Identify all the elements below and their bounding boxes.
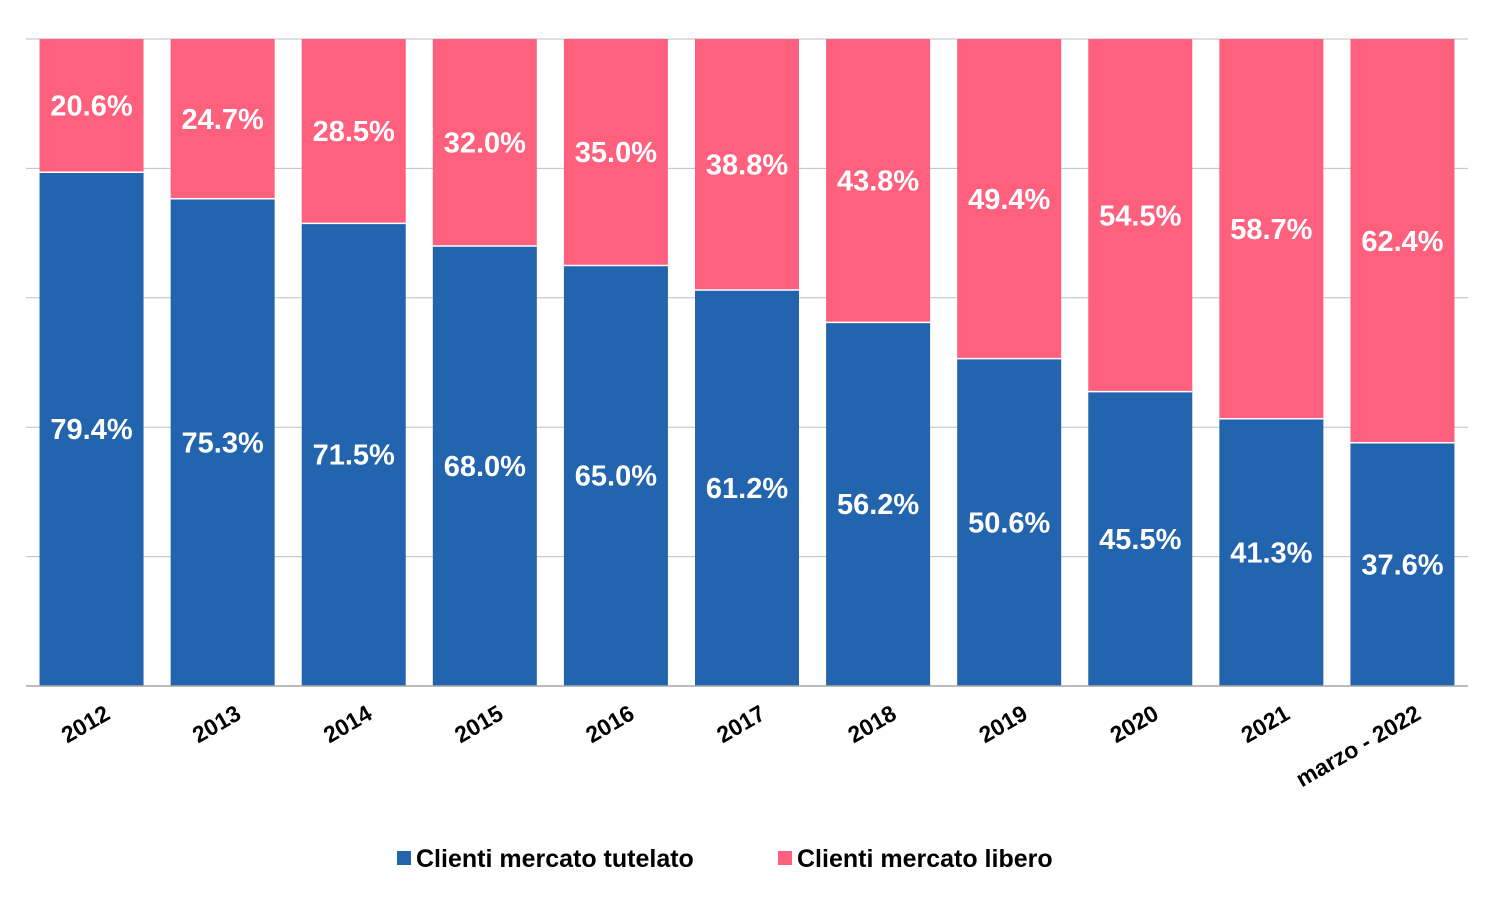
data-label-libero-10: 62.4% [1361,226,1443,258]
bar-libero-9 [1219,39,1324,419]
data-label-libero-2: 28.5% [313,116,395,148]
bar-libero-0 [39,39,144,173]
bar-libero-1 [170,39,275,199]
data-label-libero-5: 38.8% [706,150,788,182]
data-label-tutelato-5: 61.2% [706,473,788,505]
data-label-tutelato-2: 71.5% [313,440,395,472]
data-label-libero-0: 20.6% [50,91,132,123]
data-label-libero-4: 35.0% [575,137,657,169]
bar-tutelato-2 [301,223,406,686]
bar-tutelato-3 [432,246,537,687]
data-label-tutelato-3: 68.0% [444,451,526,483]
data-label-tutelato-7: 50.6% [968,507,1050,539]
x-tick-label-7: 2019 [974,700,1031,748]
x-tick-label-5: 2017 [712,700,769,748]
bar-libero-3 [432,39,537,247]
data-labels: 79.4% 20.6% 75.3% 24.7% 71.5% 28.5% 68.0% 32.0%… [50,91,1443,582]
bar-tutelato-8 [1088,391,1193,686]
bar-tutelato-1 [170,198,275,686]
data-label-tutelato-10: 37.6% [1361,549,1443,581]
legend: Clienti mercato tutelato Clienti mercato … [397,845,1053,873]
data-label-tutelato-4: 65.0% [575,461,657,493]
x-tick-label-9: 2021 [1237,700,1294,748]
legend-swatch-0 [397,851,411,865]
x-axis: 2012 2013 2014 2015 2016 2017 2018 2019 2020 2021… [26,685,1468,792]
data-label-libero-1: 24.7% [182,104,264,136]
x-tick-label-6: 2018 [843,700,900,748]
data-label-tutelato-0: 79.4% [50,414,132,446]
bar-tutelato-6 [826,322,931,686]
data-label-libero-3: 32.0% [444,128,526,160]
bar-tutelato-10 [1350,442,1455,686]
x-tick-label-8: 2020 [1105,700,1162,748]
bar-libero-7 [957,39,1062,359]
x-tick-label-3: 2015 [450,700,507,748]
x-tick-label-0: 2012 [57,700,114,748]
bar-libero-10 [1350,39,1455,443]
data-label-libero-6: 43.8% [837,166,919,198]
bar-tutelato-5 [695,290,799,686]
bar-libero-8 [1088,39,1193,392]
data-label-libero-9: 58.7% [1230,214,1312,246]
data-label-libero-7: 49.4% [968,184,1050,216]
data-label-tutelato-9: 41.3% [1230,537,1312,569]
x-tick-label-2: 2014 [319,700,376,748]
data-label-tutelato-6: 56.2% [837,489,919,521]
bar-tutelato-4 [563,265,668,686]
x-tick-label-10: marzo - 2022 [1291,700,1425,792]
legend-swatch-1 [778,851,792,865]
legend-label-0: Clienti mercato tutelato [416,845,694,873]
data-label-tutelato-8: 45.5% [1099,524,1181,556]
bar-tutelato-0 [39,172,144,687]
bar-tutelato-9 [1219,418,1324,686]
bar-libero-5 [695,39,799,291]
bar-libero-6 [826,39,931,323]
bar-libero-4 [563,39,668,266]
data-label-libero-8: 54.5% [1099,200,1181,232]
data-label-tutelato-1: 75.3% [182,427,264,459]
bars [39,39,1455,687]
x-tick-label-1: 2013 [188,700,245,748]
legend-label-1: Clienti mercato libero [797,845,1053,873]
x-tick-label-4: 2016 [581,700,638,748]
bar-tutelato-7 [957,358,1062,686]
bar-libero-2 [301,39,406,224]
